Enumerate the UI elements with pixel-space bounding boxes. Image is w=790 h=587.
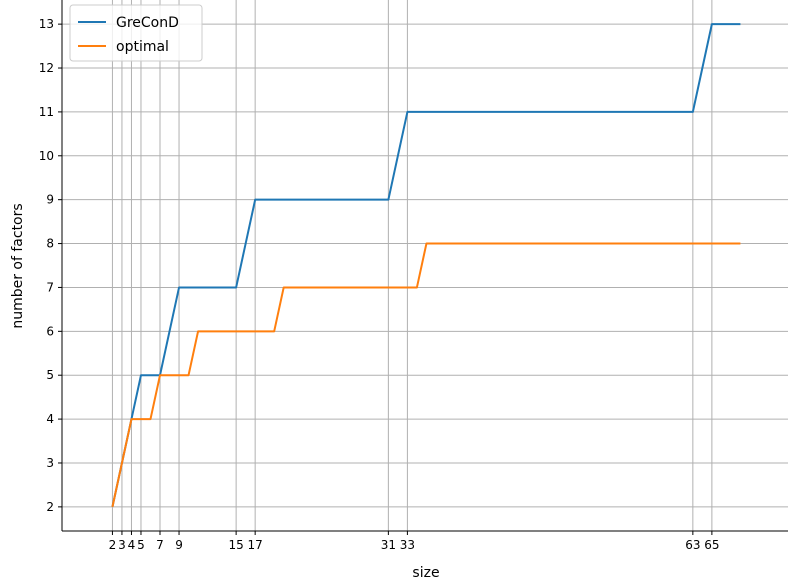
y-tick-label: 9 — [46, 193, 54, 207]
y-tick-label: 11 — [39, 105, 54, 119]
x-tick-label: 2 — [109, 538, 117, 552]
x-tick-label: 31 — [381, 538, 396, 552]
x-tick-label: 65 — [704, 538, 719, 552]
y-tick-label: 6 — [46, 324, 54, 338]
y-tick-label: 4 — [46, 412, 54, 426]
legend-entry-optimal: optimal — [116, 39, 169, 55]
y-tick-label: 12 — [39, 61, 54, 75]
x-tick-label: 33 — [400, 538, 415, 552]
x-tick-label: 5 — [137, 538, 145, 552]
y-tick-label: 8 — [46, 237, 54, 251]
legend: GreConD optimal — [69, 4, 203, 62]
y-tick-label: 3 — [46, 456, 54, 470]
x-tick-label: 17 — [248, 538, 263, 552]
x-tick-label: 3 — [118, 538, 126, 552]
y-tick-label: 2 — [46, 500, 54, 514]
legend-entry-greconD: GreConD — [116, 15, 179, 31]
y-tick-label: 13 — [39, 17, 54, 31]
x-tick-label: 9 — [175, 538, 183, 552]
y-tick-label: 5 — [46, 368, 54, 382]
y-tick-label: 10 — [39, 149, 54, 163]
x-tick-label: 15 — [228, 538, 243, 552]
x-axis-label: size — [412, 565, 439, 581]
series-layer — [111, 23, 741, 508]
y-tick-label: 7 — [46, 280, 54, 294]
x-tick-label: 63 — [685, 538, 700, 552]
x-tick-label: 7 — [156, 538, 164, 552]
series-line-grecond — [111, 23, 741, 508]
y-axis-label: number of factors — [10, 203, 26, 328]
x-tick-label: 4 — [128, 538, 136, 552]
axes — [58, 0, 788, 535]
series-line-optimal — [111, 242, 741, 508]
grid-lines — [62, 0, 788, 531]
